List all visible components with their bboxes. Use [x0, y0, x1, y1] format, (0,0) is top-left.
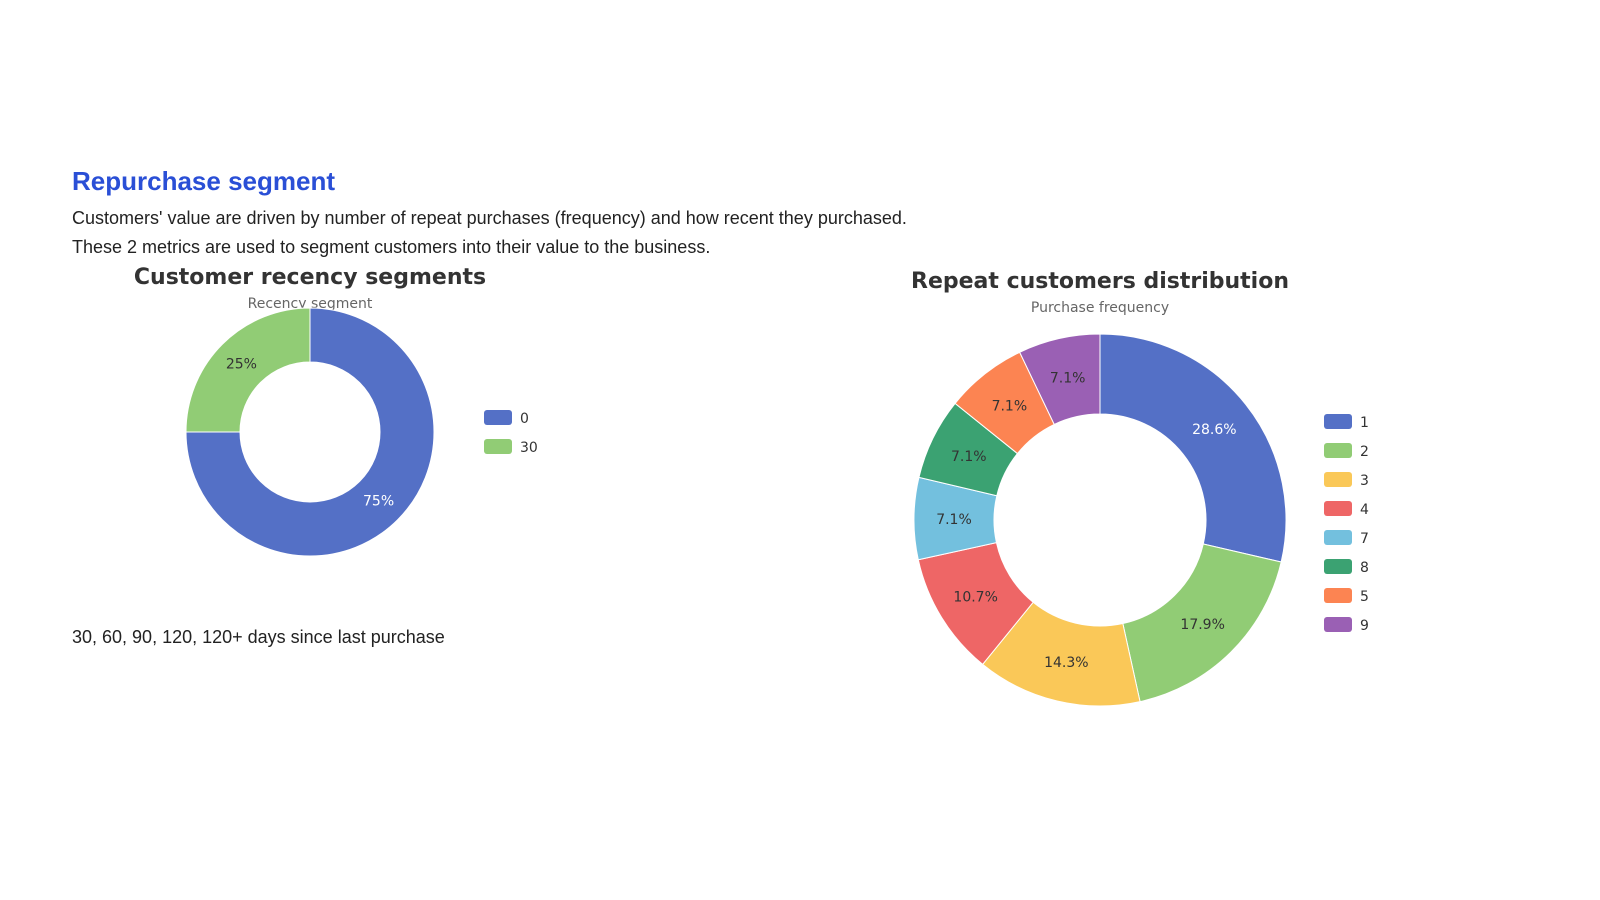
legend-label-1: 1: [1360, 415, 1369, 431]
donut-slice-9[interactable]: [1019, 333, 1101, 426]
legend-swatch-7[interactable]: [1324, 530, 1352, 545]
slice-label-7: 7.1%: [936, 512, 972, 528]
donut-slice-0[interactable]: [185, 307, 435, 557]
legend-swatch-4[interactable]: [1324, 501, 1352, 516]
slice-label-2: 17.9%: [1180, 617, 1224, 633]
legend-label-7: 7: [1360, 531, 1369, 547]
legend-swatch-9[interactable]: [1324, 617, 1352, 632]
donut-slice-2[interactable]: [1122, 543, 1282, 703]
donut-slice-1[interactable]: [1099, 333, 1287, 563]
repeat-customers-donut-chart: Repeat customers distribution Purchase f…: [911, 269, 1369, 707]
legend-swatch-30[interactable]: [484, 439, 512, 454]
slice-label-9: 7.1%: [1050, 371, 1086, 387]
legend-label-5: 5: [1360, 589, 1369, 605]
slice-label-5: 7.1%: [992, 399, 1028, 415]
legend-swatch-8[interactable]: [1324, 559, 1352, 574]
legend-label-3: 3: [1360, 473, 1369, 489]
chart-title: Repeat customers distribution: [911, 269, 1289, 294]
slice-label-8: 7.1%: [951, 449, 987, 465]
legend-label-4: 4: [1360, 502, 1369, 518]
description-line-2: These 2 metrics are used to segment cust…: [72, 237, 711, 257]
slice-label-1: 28.6%: [1192, 422, 1236, 438]
slice-label-3: 14.3%: [1044, 655, 1088, 671]
donut-slice-30[interactable]: [185, 307, 311, 433]
recency-donut-chart: Customer recency segments Recency segmen…: [134, 265, 538, 557]
recency-note: 30, 60, 90, 120, 120+ days since last pu…: [72, 627, 445, 647]
legend-label-9: 9: [1360, 618, 1369, 634]
chart-title: Customer recency segments: [134, 265, 486, 290]
section-title: Repurchase segment: [72, 166, 335, 196]
legend-swatch-2[interactable]: [1324, 443, 1352, 458]
legend-label-2: 2: [1360, 444, 1369, 460]
slice-label-4: 10.7%: [953, 590, 997, 606]
chart-subtitle: Recency segment: [248, 296, 373, 312]
legend-label-8: 8: [1360, 560, 1369, 576]
legend-swatch-1[interactable]: [1324, 414, 1352, 429]
legend-label-30: 30: [520, 440, 538, 456]
legend-swatch-5[interactable]: [1324, 588, 1352, 603]
legend-swatch-0[interactable]: [484, 410, 512, 425]
slice-label-30: 25%: [226, 356, 257, 372]
legend-swatch-3[interactable]: [1324, 472, 1352, 487]
description-line-1: Customers' value are driven by number of…: [72, 208, 907, 228]
chart-subtitle: Purchase frequency: [1031, 300, 1169, 316]
slice-label-0: 75%: [363, 494, 394, 510]
legend-label-0: 0: [520, 411, 529, 427]
